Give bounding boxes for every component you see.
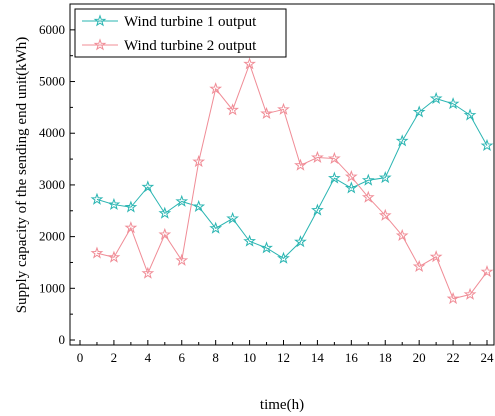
series-1-point [378, 170, 392, 184]
legend-item-2: Wind turbine 2 output [82, 38, 257, 54]
legend-item-1: Wind turbine 1 output [82, 14, 257, 30]
series-layer [90, 57, 494, 305]
series-2-point [412, 259, 426, 273]
series-2-point [378, 208, 392, 221]
series-1-point [328, 171, 341, 184]
series-2-point [192, 154, 206, 168]
series-2 [90, 57, 494, 305]
series-2-point [141, 266, 155, 279]
legend-marker [93, 38, 107, 51]
y-tick-label: 6000 [39, 22, 65, 37]
x-tick-label: 8 [212, 350, 219, 365]
series-1-point [141, 180, 155, 193]
series-1-point [158, 206, 172, 219]
series-2-point [480, 265, 494, 278]
legend: Wind turbine 1 output Wind turbine 2 outp… [74, 8, 287, 58]
series-1-line [96, 98, 488, 259]
series-1-point [429, 91, 443, 105]
y-tick-label: 5000 [39, 74, 65, 89]
series-1-point [107, 197, 121, 210]
series-1-point [361, 173, 375, 186]
x-tick-label: 10 [243, 350, 256, 365]
series-1-point [260, 241, 273, 254]
legend-label: Wind turbine 1 output [124, 14, 257, 30]
series-1-point [395, 134, 409, 147]
x-tick-label: 4 [145, 350, 152, 365]
series-1-point [192, 199, 206, 213]
series-2-point [277, 102, 290, 115]
series-2-point [361, 190, 375, 203]
x-tick-label: 24 [481, 350, 495, 365]
y-tick-label: 3000 [39, 177, 65, 192]
series-2-point [446, 291, 460, 305]
x-tick-label: 14 [311, 350, 325, 365]
series-1 [90, 91, 494, 264]
x-tick-label: 16 [345, 350, 359, 365]
series-1-point [124, 200, 138, 213]
legend-marker [93, 14, 107, 27]
series-2-point [107, 250, 121, 263]
series-2-point [395, 228, 409, 242]
y-tick-label: 4000 [39, 125, 65, 140]
series-1-point [311, 203, 324, 216]
series-2-point [260, 106, 273, 120]
y-tick-label: 0 [59, 332, 66, 347]
series-2-point [226, 103, 239, 116]
x-tick-label: 12 [277, 350, 290, 365]
plot-area [69, 3, 495, 346]
x-tick-label: 18 [379, 350, 392, 365]
series-2-point [429, 250, 443, 263]
series-1-point [294, 235, 307, 248]
series-2-point [311, 150, 324, 163]
x-tick-label: 20 [413, 350, 426, 365]
series-1-point [412, 105, 426, 118]
series-1-point [463, 108, 477, 121]
series-2-point [243, 57, 256, 70]
x-axis-title: time(h) [260, 397, 304, 413]
y-axis-title: Supply capacity of the sending end unit(… [14, 37, 30, 314]
series-2-point [124, 221, 138, 234]
legend-box [74, 8, 287, 58]
series-1-point [243, 234, 256, 247]
axis-ticks: 0 2 4 6 8 10 12 14 16 18 20 22 240100020003000400050… [39, 22, 494, 365]
x-tick-label: 2 [111, 350, 118, 365]
series-2-point [90, 246, 104, 259]
series-2-point [344, 169, 358, 183]
series-1-point [277, 251, 290, 264]
series-2-point [175, 253, 189, 266]
series-2-point [209, 82, 223, 95]
series-2-point [463, 287, 477, 300]
x-tick-label: 6 [179, 350, 186, 365]
series-2-point [158, 227, 172, 240]
series-1-point [344, 181, 358, 194]
series-2-point [294, 158, 307, 171]
series-1-point [209, 221, 223, 234]
x-tick-label: 22 [447, 350, 460, 365]
y-tick-label: 1000 [39, 280, 65, 295]
series-2-point [328, 151, 341, 164]
x-tick-label: 0 [77, 350, 84, 365]
series-1-point [226, 211, 239, 224]
series-1-point [446, 97, 460, 110]
series-1-point [480, 138, 494, 152]
series-1-point [90, 192, 104, 205]
legend-label: Wind turbine 2 output [124, 38, 257, 54]
y-tick-label: 2000 [39, 229, 65, 244]
series-1-point [175, 194, 189, 207]
